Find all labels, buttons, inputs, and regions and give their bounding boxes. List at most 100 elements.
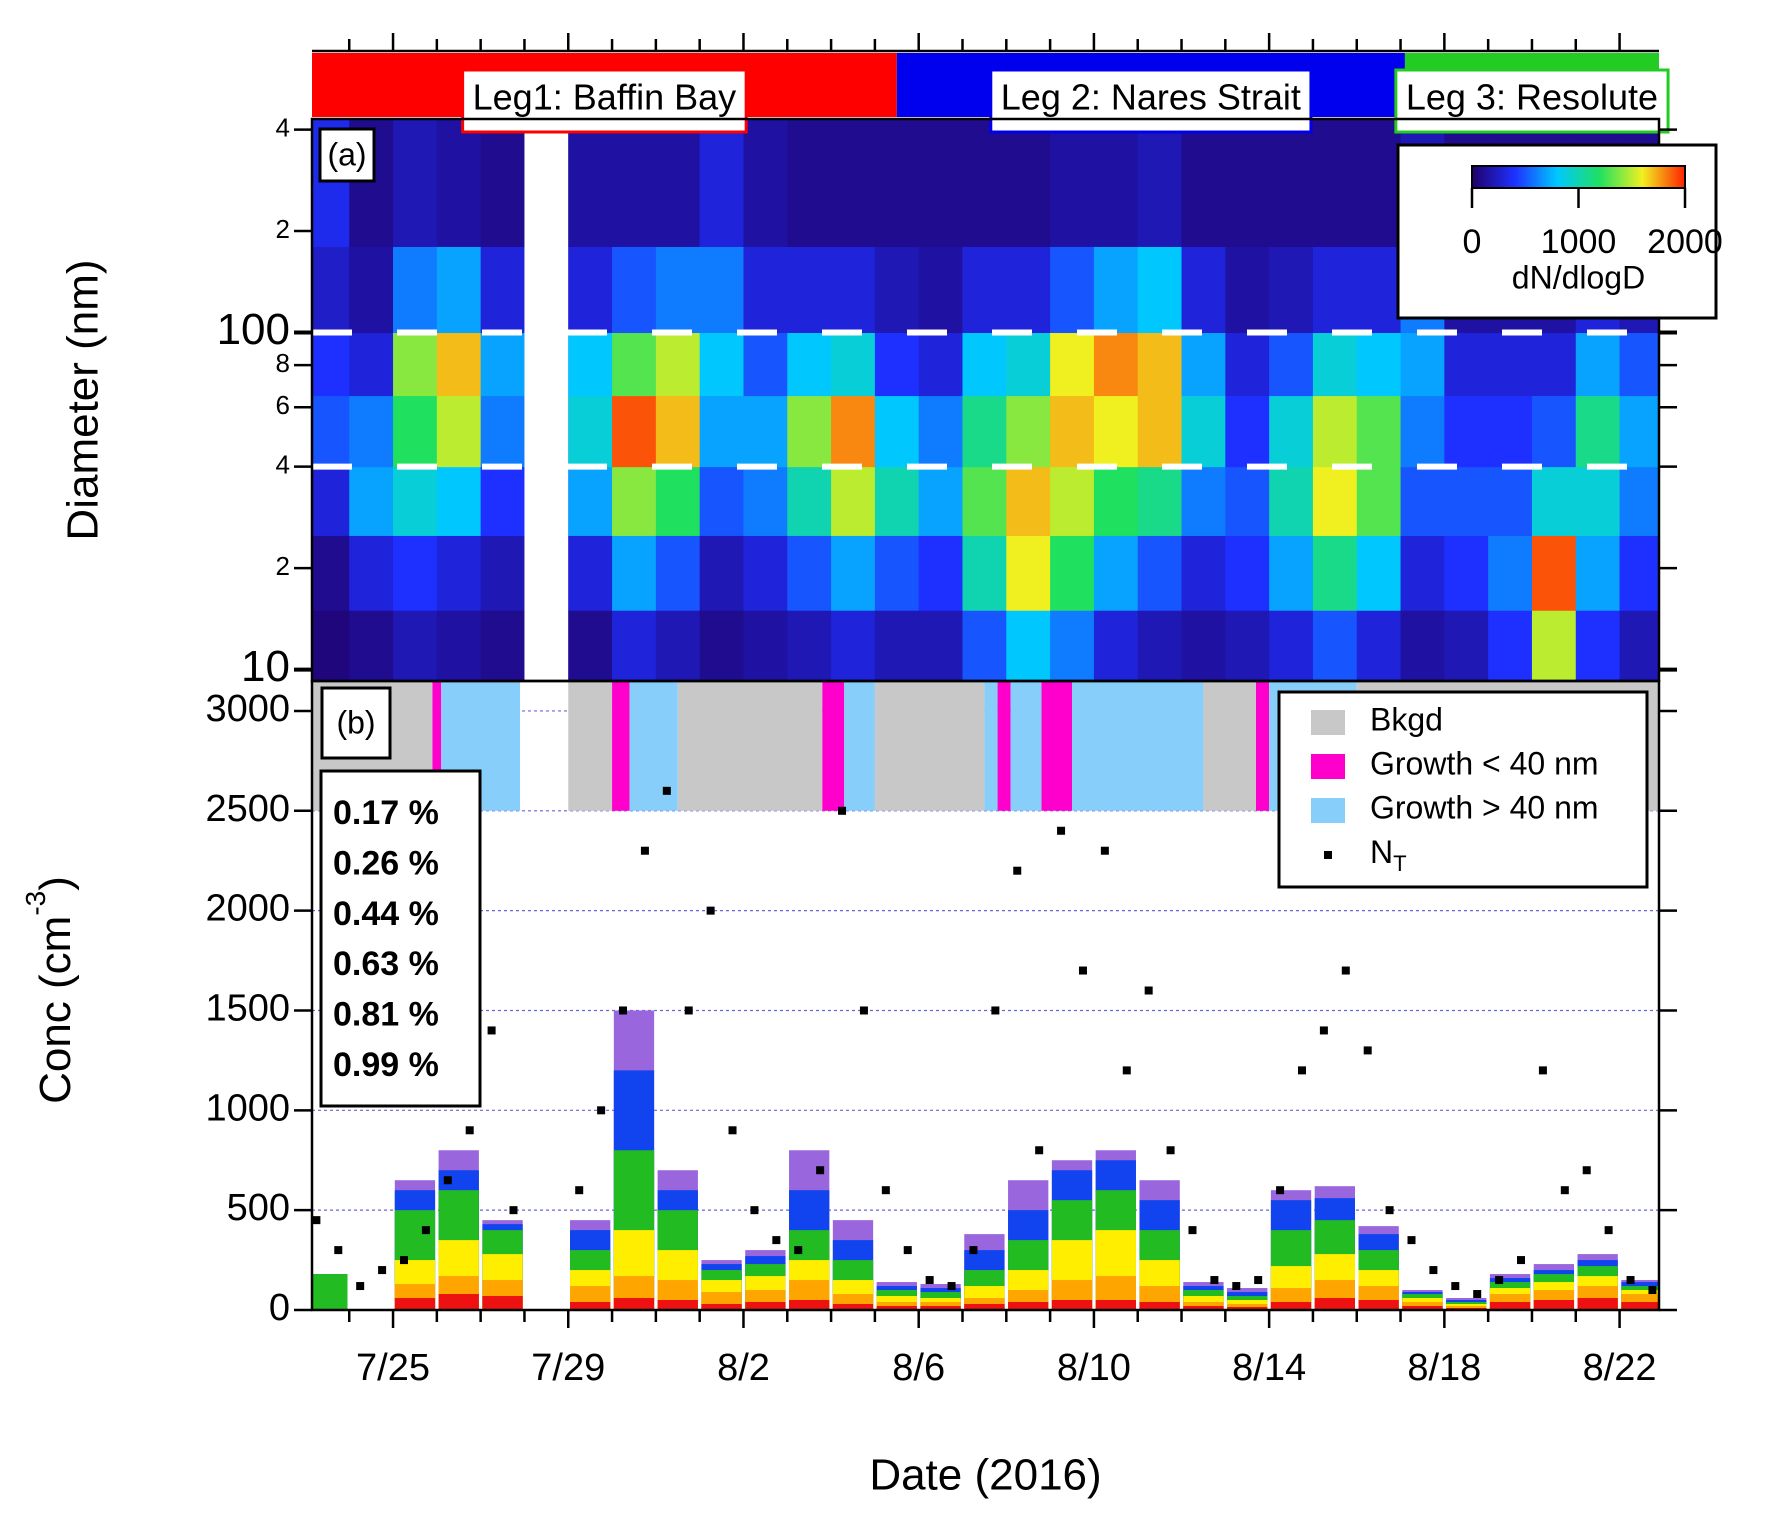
scatter-point	[399, 1256, 408, 1265]
heatmap-cell	[1356, 119, 1402, 247]
heatmap-cell	[831, 332, 876, 397]
heatmap-cell	[1137, 332, 1183, 397]
scatter-point	[662, 786, 671, 795]
heatmap-cell	[612, 119, 657, 247]
heatmap-cell	[568, 610, 613, 681]
event-band	[1255, 681, 1270, 811]
heatmap-cell	[1093, 395, 1139, 468]
bar	[394, 1298, 436, 1310]
heatmap-cell	[1356, 246, 1402, 334]
scatter-point	[1473, 1290, 1482, 1299]
heatmap-cell	[699, 119, 744, 247]
y-tick-label: 2500	[205, 788, 290, 830]
heatmap-cell	[655, 535, 701, 611]
heatmap-cell	[612, 535, 657, 611]
heatmap-cell	[655, 395, 701, 468]
heatmap-cell	[1531, 466, 1577, 536]
scatter-point	[597, 1106, 606, 1115]
heatmap-cell	[612, 610, 657, 681]
heatmap-cell	[962, 610, 1007, 681]
heatmap-cell	[743, 119, 788, 247]
leg-label-box	[1394, 68, 1670, 134]
bar	[1008, 1302, 1049, 1310]
scatter-point	[1538, 1066, 1547, 1075]
heatmap-cell	[1444, 466, 1489, 536]
heatmap-cell	[655, 332, 701, 397]
heatmap-cell	[918, 610, 964, 681]
heatmap-cell	[1444, 332, 1489, 397]
bar	[657, 1300, 698, 1310]
y-tick-label: 2	[276, 214, 290, 244]
y-tick-label: 3000	[205, 688, 290, 730]
scatter-point	[750, 1206, 759, 1215]
scatter-point	[1560, 1186, 1569, 1195]
heatmap-cell	[568, 395, 613, 468]
heatmap-cell	[1312, 246, 1358, 334]
heatmap-cell	[393, 395, 438, 468]
heatmap-cell	[1444, 535, 1489, 611]
heatmap-cell	[312, 610, 350, 681]
colorbar-tick-label: 0	[1463, 223, 1482, 261]
heatmap-cell	[1050, 395, 1095, 468]
heatmap-cell	[568, 246, 613, 334]
heatmap-cell	[349, 466, 394, 536]
bar	[1489, 1302, 1531, 1310]
heatmap-cell	[1312, 466, 1358, 536]
heatmap-cell	[962, 332, 1007, 397]
heatmap-cell	[1225, 332, 1270, 397]
heatmap-cell	[1356, 610, 1402, 681]
data-gap	[524, 119, 569, 681]
heatmap-cell	[1269, 332, 1314, 397]
heatmap-cell	[918, 246, 964, 334]
bar	[832, 1304, 874, 1310]
bar	[745, 1302, 786, 1310]
scatter-point	[1276, 1186, 1285, 1195]
heatmap-cell	[1488, 610, 1533, 681]
y-tick-label: 4	[276, 450, 290, 480]
event-band	[1203, 681, 1256, 811]
scatter-point	[947, 1282, 956, 1291]
bar	[1227, 1307, 1268, 1310]
heatmap-cell	[918, 332, 964, 397]
heatmap-cell	[1137, 610, 1183, 681]
bar	[312, 1274, 348, 1310]
bar	[876, 1306, 917, 1310]
x-tick-label: 7/29	[531, 1347, 605, 1389]
scatter-point	[772, 1236, 781, 1245]
bar	[1270, 1302, 1312, 1310]
heatmap-cell	[1488, 466, 1533, 536]
heatmap-cell	[1575, 395, 1621, 468]
legend-swatch	[1311, 798, 1345, 823]
scatter-point	[421, 1226, 430, 1235]
heatmap-cell	[655, 466, 701, 536]
scatter-point	[1319, 1026, 1328, 1035]
heatmap-cell	[612, 332, 657, 397]
heatmap-cell	[480, 466, 525, 536]
scatter-point	[1363, 1046, 1372, 1055]
heatmap-cell	[787, 466, 832, 536]
heatmap-cell	[1269, 119, 1314, 247]
legend-label-part: N	[1370, 834, 1393, 870]
heatmap-cell	[1619, 535, 1659, 611]
heatmap-cell	[831, 119, 876, 247]
heatmap-cell	[436, 610, 482, 681]
heatmap-cell	[699, 395, 744, 468]
heatmap-cell	[1575, 535, 1621, 611]
legend-label: 0.99 %	[333, 1046, 439, 1084]
heatmap-cell	[349, 610, 394, 681]
heatmap-cell	[480, 395, 525, 468]
scatter-point	[1385, 1206, 1394, 1215]
heatmap-cell	[1181, 119, 1226, 247]
scatter-point	[640, 846, 649, 855]
heatmap-cell	[612, 466, 657, 536]
heatmap-cell	[831, 610, 876, 681]
heatmap-cell	[312, 466, 350, 536]
bar	[438, 1294, 479, 1310]
scatter-point	[794, 1246, 803, 1255]
heatmap-cell	[1269, 395, 1314, 468]
heatmap-cell	[1006, 332, 1051, 397]
scatter-point	[1166, 1146, 1175, 1155]
heatmap-cell	[874, 535, 920, 611]
y-axis-label-sup: -3	[20, 891, 51, 916]
heatmap-cell	[436, 466, 482, 536]
